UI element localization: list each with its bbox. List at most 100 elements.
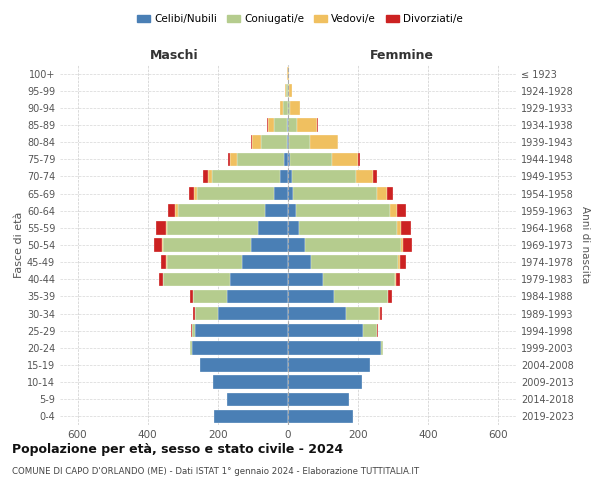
- Bar: [288, 341, 381, 354]
- Bar: [162, 238, 163, 252]
- Bar: [288, 170, 292, 183]
- Bar: [381, 341, 383, 354]
- Bar: [288, 410, 353, 423]
- Bar: [287, 118, 288, 132]
- Bar: [166, 256, 167, 269]
- Bar: [288, 376, 362, 389]
- Bar: [288, 307, 346, 320]
- Bar: [230, 152, 237, 166]
- Bar: [373, 170, 377, 183]
- Bar: [195, 324, 288, 338]
- Bar: [364, 324, 377, 338]
- Bar: [260, 136, 287, 149]
- Y-axis label: Anni di nascita: Anni di nascita: [580, 206, 590, 284]
- Bar: [163, 238, 251, 252]
- Bar: [194, 187, 197, 200]
- Bar: [286, 84, 287, 98]
- Bar: [332, 152, 358, 166]
- Bar: [397, 204, 406, 218]
- Bar: [377, 324, 379, 338]
- Bar: [380, 307, 382, 320]
- Bar: [311, 256, 398, 269]
- Bar: [200, 358, 288, 372]
- Bar: [288, 101, 290, 114]
- Text: Maschi: Maschi: [149, 48, 199, 62]
- Bar: [166, 221, 167, 234]
- Bar: [296, 204, 391, 218]
- Bar: [161, 256, 166, 269]
- Bar: [293, 187, 377, 200]
- Bar: [193, 290, 227, 303]
- Bar: [191, 341, 288, 354]
- Bar: [258, 221, 288, 234]
- Bar: [190, 341, 191, 354]
- Bar: [288, 187, 293, 200]
- Bar: [190, 290, 193, 303]
- Bar: [288, 152, 290, 166]
- Bar: [274, 118, 287, 132]
- Bar: [288, 84, 289, 98]
- Bar: [154, 238, 162, 252]
- Bar: [299, 221, 397, 234]
- Legend: Celibi/Nubili, Coniugati/e, Vedovi/e, Divorziati/e: Celibi/Nubili, Coniugati/e, Vedovi/e, Di…: [133, 10, 467, 29]
- Bar: [212, 170, 280, 183]
- Bar: [401, 238, 403, 252]
- Bar: [323, 272, 395, 286]
- Bar: [377, 187, 387, 200]
- Bar: [193, 307, 194, 320]
- Bar: [395, 272, 396, 286]
- Bar: [288, 238, 305, 252]
- Bar: [218, 307, 288, 320]
- Bar: [400, 256, 406, 269]
- Bar: [288, 358, 370, 372]
- Bar: [288, 324, 364, 338]
- Bar: [175, 204, 178, 218]
- Bar: [288, 392, 349, 406]
- Bar: [214, 410, 288, 423]
- Text: Popolazione per età, sesso e stato civile - 2024: Popolazione per età, sesso e stato civil…: [12, 442, 343, 456]
- Bar: [212, 376, 288, 389]
- Bar: [288, 272, 323, 286]
- Bar: [403, 238, 412, 252]
- Bar: [292, 170, 356, 183]
- Y-axis label: Fasce di età: Fasce di età: [14, 212, 24, 278]
- Bar: [346, 307, 379, 320]
- Bar: [289, 84, 292, 98]
- Bar: [237, 152, 284, 166]
- Bar: [265, 204, 288, 218]
- Bar: [284, 152, 288, 166]
- Bar: [227, 392, 288, 406]
- Bar: [401, 221, 411, 234]
- Bar: [252, 136, 260, 149]
- Bar: [242, 256, 288, 269]
- Bar: [288, 221, 299, 234]
- Bar: [356, 170, 373, 183]
- Bar: [288, 67, 289, 80]
- Bar: [310, 136, 338, 149]
- Bar: [288, 136, 289, 149]
- Bar: [251, 136, 252, 149]
- Bar: [195, 307, 218, 320]
- Bar: [156, 221, 166, 234]
- Bar: [297, 118, 317, 132]
- Bar: [280, 101, 283, 114]
- Bar: [290, 101, 300, 114]
- Text: COMUNE DI CAPO D'ORLANDO (ME) - Dati ISTAT 1° gennaio 2024 - Elaborazione TUTTIT: COMUNE DI CAPO D'ORLANDO (ME) - Dati IST…: [12, 468, 419, 476]
- Bar: [358, 152, 359, 166]
- Bar: [334, 290, 388, 303]
- Bar: [178, 204, 265, 218]
- Bar: [167, 204, 175, 218]
- Bar: [251, 238, 288, 252]
- Bar: [388, 290, 392, 303]
- Bar: [280, 170, 288, 183]
- Bar: [398, 256, 400, 269]
- Bar: [191, 324, 195, 338]
- Bar: [189, 187, 194, 200]
- Bar: [397, 221, 401, 234]
- Text: Femmine: Femmine: [370, 48, 434, 62]
- Bar: [288, 204, 296, 218]
- Bar: [228, 152, 230, 166]
- Bar: [287, 136, 288, 149]
- Bar: [197, 187, 274, 200]
- Bar: [391, 204, 397, 218]
